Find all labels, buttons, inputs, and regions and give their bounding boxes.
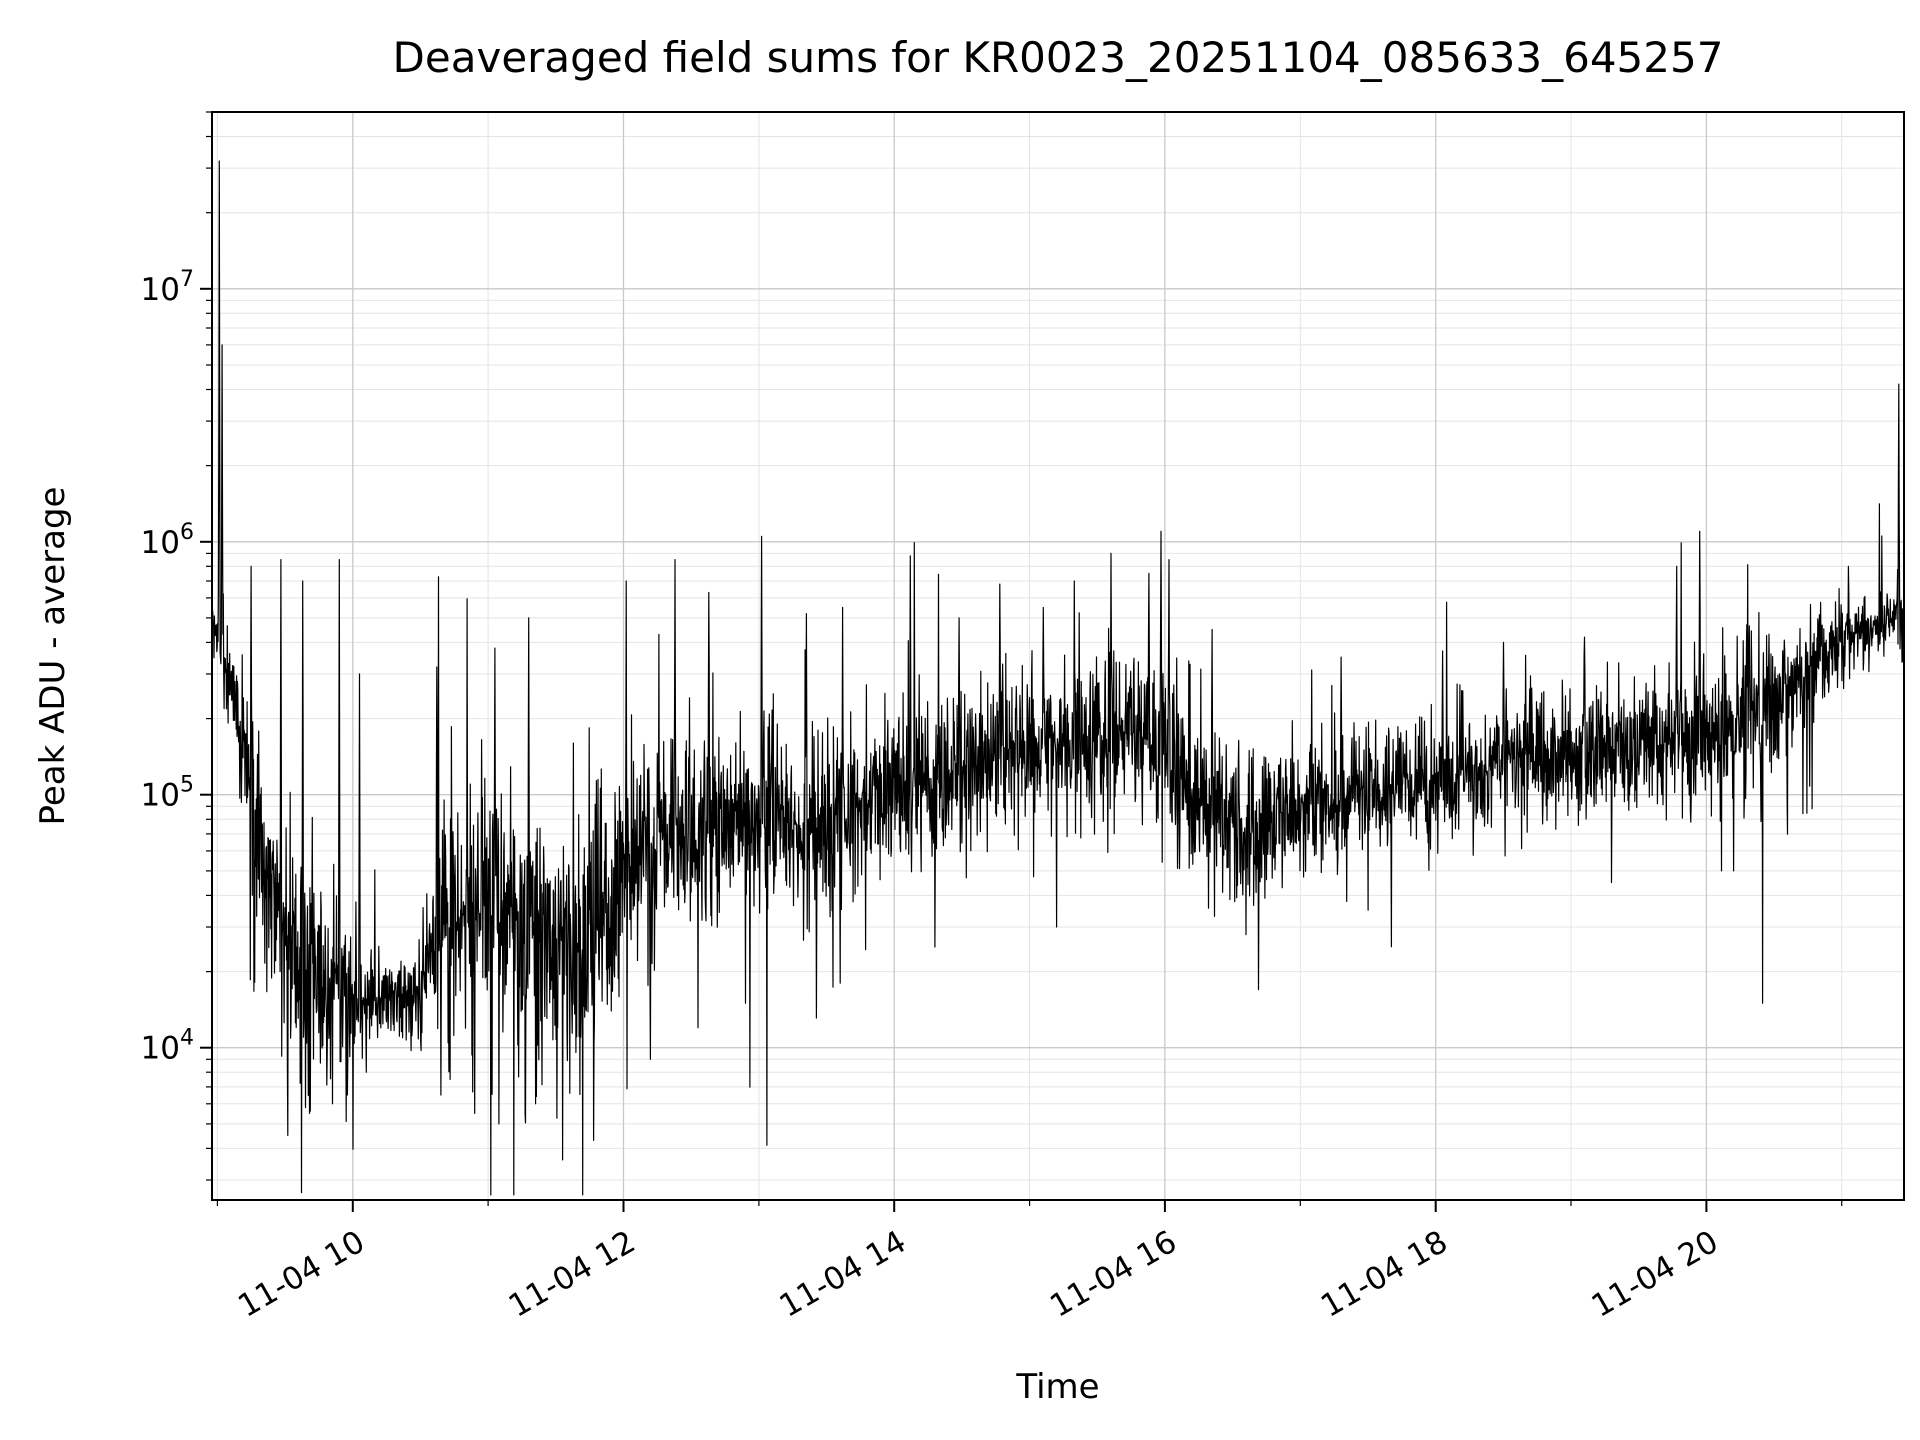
- y-axis-label: Peak ADU - average: [33, 487, 73, 826]
- y-tick-label: 106: [141, 520, 194, 561]
- chart-title: Deaveraged field sums for KR0023_2025110…: [393, 33, 1724, 82]
- y-tick-label: 107: [141, 267, 194, 308]
- x-axis-label: Time: [1015, 1367, 1099, 1407]
- series-line: [211, 160, 1905, 1196]
- plot-background: [212, 112, 1904, 1200]
- axis-ticks: [200, 111, 1843, 1212]
- major-gridlines: [212, 112, 1904, 1200]
- y-tick-label: 105: [141, 773, 194, 814]
- y-tick-labels: 104 105 106 107: [141, 267, 194, 1067]
- y-tick-label: 104: [141, 1026, 194, 1067]
- axes-spines: [211, 111, 1905, 1201]
